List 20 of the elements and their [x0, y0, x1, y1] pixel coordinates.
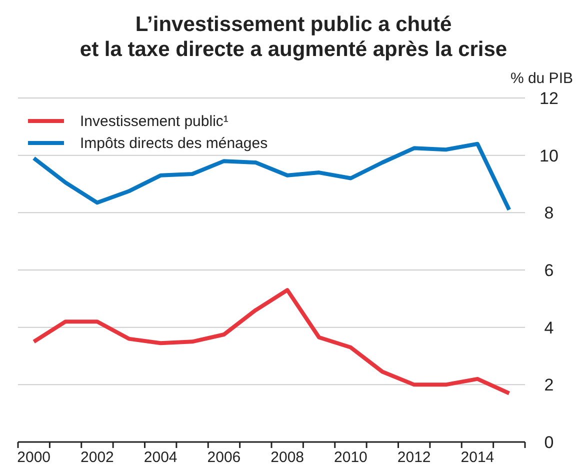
y-tick-label: 6: [544, 261, 554, 280]
y-tick-label: 2: [544, 376, 554, 395]
x-tick-label: 2000: [17, 449, 51, 466]
y-axis-title: % du PIB: [510, 70, 573, 87]
x-tick-label: 2010: [334, 449, 368, 466]
legend-label: Investissement public¹: [80, 112, 228, 130]
y-tick-label: 12: [540, 89, 558, 108]
x-tick-label: 2008: [270, 449, 304, 466]
y-tick-label: 4: [544, 318, 554, 338]
y-tick-label: 0: [544, 433, 554, 452]
x-tick-label: 2014: [460, 449, 494, 466]
x-tick-label: 2006: [207, 449, 241, 466]
chart-title: L’investissement public a chuté et la taxe directe a augmenté après la crise: [78, 12, 508, 62]
line-series: [32, 288, 512, 396]
y-tick-label: 8: [544, 204, 554, 223]
legend-label: Impôts directs des ménages: [80, 134, 268, 152]
x-tick-label: 2004: [144, 449, 178, 466]
x-tick-label: 2012: [397, 449, 431, 466]
y-tick-label: 10: [540, 146, 558, 166]
x-tick-label: 2002: [80, 449, 114, 466]
